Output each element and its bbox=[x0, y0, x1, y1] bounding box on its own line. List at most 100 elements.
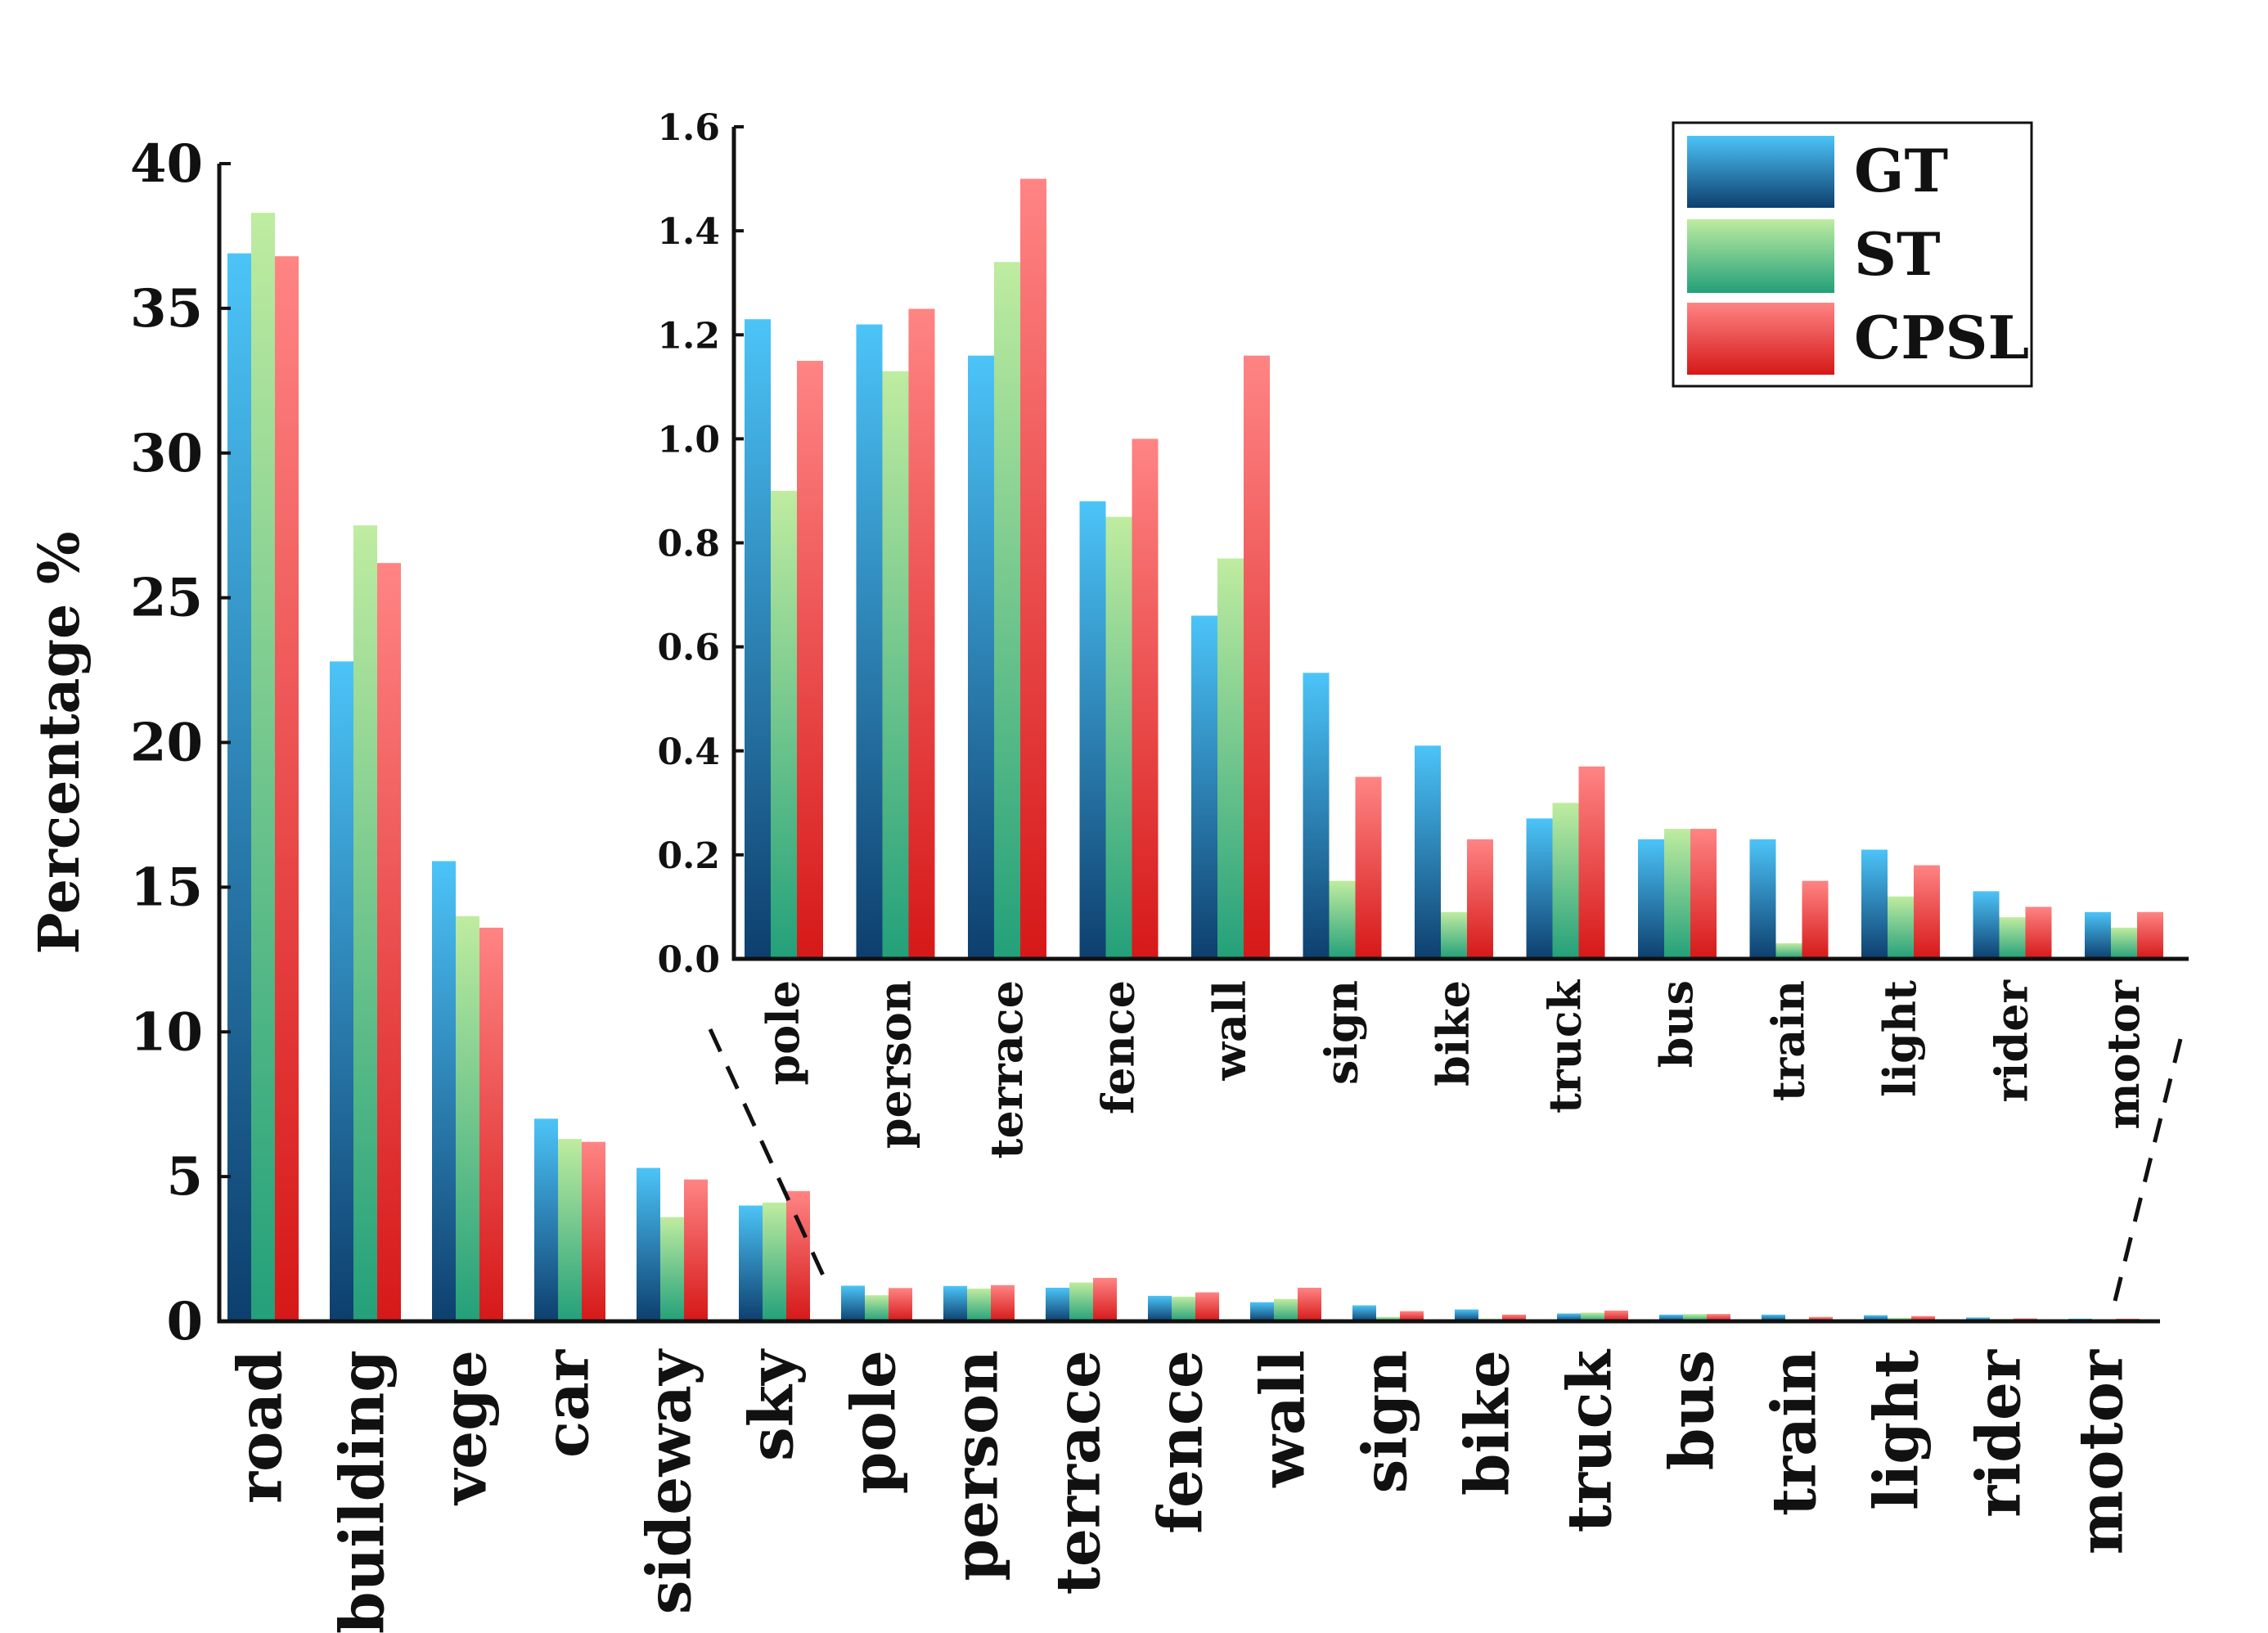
main-y-tick-label: 20 bbox=[130, 713, 203, 774]
main-bar-vege-gt bbox=[432, 861, 456, 1321]
main-bar-sky-st bbox=[763, 1202, 786, 1321]
inset-bar-light-st bbox=[1888, 896, 1914, 959]
inset-bar-truck-cpsl bbox=[1578, 766, 1605, 959]
main-bar-person-cpsl bbox=[991, 1284, 1015, 1321]
main-x-label-car: car bbox=[533, 1349, 603, 1458]
inset-bar-wall-st bbox=[1217, 558, 1244, 959]
main-bar-sideway-st bbox=[660, 1217, 684, 1321]
inset-bar-motor-cpsl bbox=[2137, 911, 2163, 959]
main-bar-train-cpsl bbox=[1809, 1316, 1833, 1321]
main-x-label-sky: sky bbox=[737, 1348, 808, 1461]
main-bar-road-st bbox=[251, 213, 275, 1322]
legend-label-st: ST bbox=[1854, 219, 1941, 289]
main-y-tick-label: 15 bbox=[130, 857, 203, 918]
main-y-tick-label: 5 bbox=[166, 1146, 203, 1208]
inset-bar-train-st bbox=[1775, 942, 1802, 959]
main-x-label-bike: bike bbox=[1453, 1350, 1523, 1496]
inset-bar-light-gt bbox=[1861, 849, 1888, 959]
main-bar-wall-st bbox=[1274, 1298, 1298, 1321]
inset-axes bbox=[731, 127, 2189, 961]
inset-y-tick-label: 0.0 bbox=[657, 939, 720, 981]
main-x-label-rider: rider bbox=[1964, 1349, 2035, 1518]
main-bar-person-gt bbox=[943, 1285, 967, 1321]
main-bar-pole-st bbox=[865, 1295, 889, 1321]
inset-bar-fence-gt bbox=[1079, 501, 1106, 959]
main-bar-bike-gt bbox=[1455, 1309, 1478, 1321]
main-bar-wall-cpsl bbox=[1298, 1287, 1321, 1321]
inset-x-label-motor: motor bbox=[2097, 979, 2149, 1129]
inset-x-label-sign: sign bbox=[1316, 980, 1368, 1085]
inset-bar-person-cpsl bbox=[908, 308, 935, 959]
main-bar-building-st bbox=[353, 525, 377, 1321]
main-x-label-wall: wall bbox=[1249, 1350, 1319, 1488]
inset-bar-fence-cpsl bbox=[1132, 439, 1159, 959]
inset-chart: 0.0 0.2 0.4 0.6 0.8 1.0 1.2 1.4 1.6 pole person te… bbox=[657, 107, 2189, 1158]
inset-x-label-truck: truck bbox=[1539, 978, 1591, 1113]
inset-x-labels: pole person terrace fence wall sign bike truck b… bbox=[757, 978, 2149, 1158]
inset-x-label-train: train bbox=[1762, 980, 1815, 1101]
inset-bar-rider-gt bbox=[1973, 891, 2000, 959]
main-bar-truck-gt bbox=[1557, 1313, 1581, 1321]
main-y-tick-label: 35 bbox=[130, 278, 203, 340]
legend-swatch-gt bbox=[1687, 136, 1834, 208]
inset-bar-motor-gt bbox=[2085, 911, 2111, 959]
main-bar-person-st bbox=[967, 1289, 991, 1321]
main-bar-bus-cpsl bbox=[1707, 1314, 1730, 1321]
inset-bar-bike-st bbox=[1441, 911, 1467, 959]
legend-swatch-cpsl bbox=[1687, 303, 1834, 375]
inset-bar-pole-cpsl bbox=[797, 361, 823, 959]
inset-bar-rider-cpsl bbox=[2025, 906, 2052, 959]
legend: GT ST CPSL bbox=[1672, 121, 2033, 388]
inset-bars bbox=[745, 178, 2163, 960]
main-x-label-person: person bbox=[942, 1350, 1012, 1581]
zoom-connector-right bbox=[2113, 1038, 2183, 1302]
main-bar-road-cpsl bbox=[275, 256, 299, 1322]
inset-y-tick-label: 0.6 bbox=[657, 628, 720, 669]
inset-x-label-wall: wall bbox=[1204, 980, 1256, 1082]
inset-bar-bike-gt bbox=[1415, 745, 1441, 959]
inset-bar-motor-st bbox=[2111, 927, 2137, 959]
inset-bar-terrace-st bbox=[994, 262, 1020, 959]
inset-bar-rider-st bbox=[1999, 917, 2026, 959]
inset-bar-person-gt bbox=[856, 324, 883, 960]
inset-bar-pole-st bbox=[771, 490, 797, 959]
main-x-label-road: road bbox=[226, 1350, 296, 1504]
main-x-label-bus: bus bbox=[1658, 1350, 1728, 1470]
inset-y-tick-label: 1.6 bbox=[657, 107, 720, 149]
inset-x-label-terrace: terrace bbox=[980, 980, 1033, 1158]
main-bar-light-gt bbox=[1864, 1315, 1888, 1321]
main-bar-train-gt bbox=[1762, 1314, 1785, 1321]
main-bar-wall-gt bbox=[1250, 1302, 1274, 1321]
main-axes bbox=[217, 164, 2160, 1324]
inset-x-label-bus: bus bbox=[1650, 980, 1703, 1068]
main-bar-fence-gt bbox=[1148, 1295, 1172, 1321]
inset-bar-bike-cpsl bbox=[1467, 839, 1493, 959]
main-chart: 0 5 10 15 20 25 30 35 40 road building vege car side… bbox=[27, 133, 2160, 1633]
inset-x-label-rider: rider bbox=[1986, 979, 2038, 1102]
inset-y-tick-label: 1.4 bbox=[657, 211, 720, 253]
inset-bar-sign-gt bbox=[1303, 673, 1330, 959]
main-x-label-fence: fence bbox=[1146, 1350, 1217, 1534]
main-bar-terrace-cpsl bbox=[1093, 1277, 1117, 1321]
main-y-tick-label: 0 bbox=[166, 1291, 203, 1352]
inset-bar-light-cpsl bbox=[1914, 865, 1940, 959]
main-bar-bus-st bbox=[1683, 1314, 1707, 1321]
main-bar-terrace-gt bbox=[1046, 1287, 1069, 1321]
inset-bar-bus-gt bbox=[1638, 839, 1664, 959]
main-x-label-sign: sign bbox=[1351, 1350, 1421, 1493]
main-bar-sky-gt bbox=[739, 1205, 763, 1321]
inset-bar-truck-gt bbox=[1526, 818, 1553, 959]
inset-bar-truck-st bbox=[1552, 803, 1579, 959]
main-bar-pole-gt bbox=[841, 1285, 865, 1321]
main-x-label-pole: pole bbox=[839, 1350, 910, 1494]
inset-bar-wall-cpsl bbox=[1244, 355, 1270, 959]
main-bar-truck-cpsl bbox=[1604, 1310, 1628, 1321]
main-y-ticks: 0 5 10 15 20 25 30 35 40 bbox=[130, 133, 231, 1352]
main-x-label-sideway: sideway bbox=[635, 1348, 705, 1614]
inset-x-label-fence: fence bbox=[1092, 980, 1145, 1114]
main-bar-sideway-cpsl bbox=[684, 1179, 708, 1321]
zoom-connector-left bbox=[708, 1028, 830, 1288]
inset-bar-bus-st bbox=[1664, 829, 1690, 959]
legend-label-gt: GT bbox=[1854, 136, 1948, 205]
